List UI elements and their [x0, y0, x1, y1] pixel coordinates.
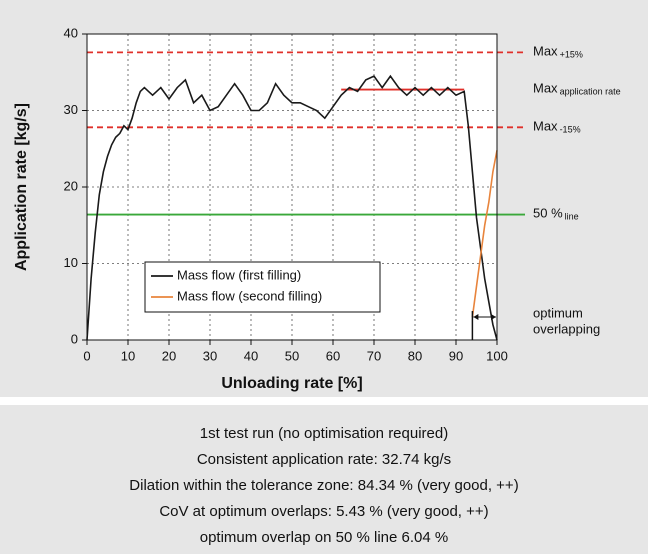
reference-label-sub: +15% [560, 50, 583, 60]
caption-line: Dilation within the tolerance zone: 84.3… [129, 477, 518, 494]
x-axis-title: Unloading rate [%] [221, 375, 362, 392]
x-tick-label: 20 [162, 348, 176, 363]
caption-line: Consistent application rate: 32.74 kg/s [197, 451, 451, 468]
reference-label-sub: line [565, 212, 579, 222]
x-tick-label: 90 [449, 348, 463, 363]
legend-box [144, 261, 381, 313]
reference-label: Max application rate [533, 81, 621, 97]
caption-panel [0, 405, 648, 554]
reference-label-sub: application rate [560, 87, 621, 97]
y-tick-label: 10 [64, 255, 78, 270]
reference-label: 50 % line [533, 206, 579, 222]
legend-label: Mass flow (second filling) [177, 288, 322, 303]
overlap-label: optimum [533, 305, 583, 320]
reference-label-main: 50 % [533, 206, 563, 221]
x-tick-label: 10 [121, 348, 135, 363]
reference-label-main: Max [533, 81, 558, 96]
caption-line: CoV at optimum overlaps: 5.43 % (very go… [159, 503, 488, 520]
y-axis-title: Application rate [kg/s] [13, 103, 30, 271]
y-tick-label: 40 [64, 25, 78, 40]
y-tick-label: 20 [64, 178, 78, 193]
x-tick-label: 80 [408, 348, 422, 363]
x-tick-label: 30 [203, 348, 217, 363]
x-tick-label: 0 [83, 348, 90, 363]
x-tick-label: 40 [244, 348, 258, 363]
data-line [86, 74, 498, 341]
caption-line: 1st test run (no optimisation required) [200, 425, 448, 442]
data-line [471, 150, 498, 318]
x-tick-label: 100 [486, 348, 508, 363]
legend-label: Mass flow (first filling) [177, 267, 301, 282]
arrow-head [473, 314, 496, 321]
y-tick-label: 30 [64, 102, 78, 117]
reference-label: Max +15% [533, 44, 583, 60]
reference-label-main: Max [533, 44, 558, 59]
x-tick-label: 70 [367, 348, 381, 363]
reference-label-sub: -15% [560, 125, 581, 135]
reference-label-main: Max [533, 119, 558, 134]
x-tick-label: 60 [326, 348, 340, 363]
overlap-label: overlapping [533, 321, 600, 336]
caption-line: optimum overlap on 50 % line 6.04 % [200, 529, 448, 546]
reference-label: Max -15% [533, 119, 581, 135]
y-tick-label: 0 [71, 331, 78, 346]
x-tick-label: 50 [285, 348, 299, 363]
